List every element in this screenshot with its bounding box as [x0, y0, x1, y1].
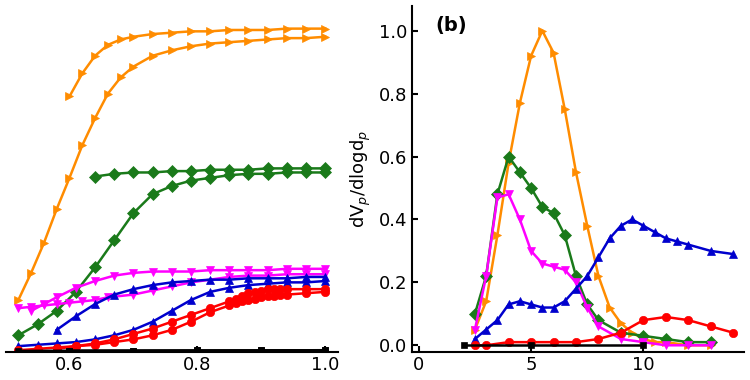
Text: (b): (b) [435, 16, 467, 35]
Y-axis label: dV$_p$/dlogd$_p$: dV$_p$/dlogd$_p$ [349, 129, 374, 228]
